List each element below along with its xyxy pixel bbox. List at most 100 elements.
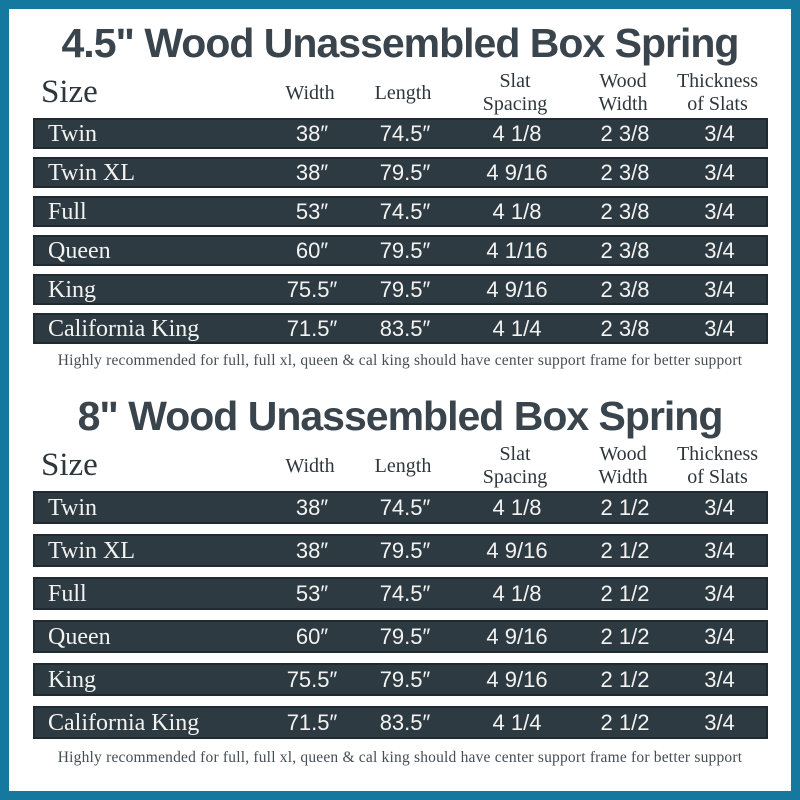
table-row: Twin 38″ 74.5″ 4 1/8 2 1/2 3/4 xyxy=(33,491,768,525)
table-row: Twin XL 38″ 79.5″ 4 9/16 2 3/8 3/4 xyxy=(33,157,768,189)
column-header-size: Size xyxy=(41,447,98,484)
table-row: King 75.5″ 79.5″ 4 9/16 2 1/2 3/4 xyxy=(33,663,768,697)
wood-width-cell: 2 3/8 xyxy=(600,277,650,303)
column-header-slat-spacing: Slat Spacing xyxy=(482,70,548,116)
column-header-slat-spacing: Slat Spacing xyxy=(482,443,548,489)
wood-width-cell: 2 3/8 xyxy=(600,238,650,264)
size-cell: Queen xyxy=(48,624,111,651)
slat-spacing-cell: 4 1/16 xyxy=(486,238,548,264)
column-header-size: Size xyxy=(41,74,98,111)
length-cell: 74.5″ xyxy=(379,495,431,521)
width-cell: 38″ xyxy=(295,121,329,147)
table-row: Twin XL 38″ 79.5″ 4 9/16 2 1/2 3/4 xyxy=(33,534,768,568)
size-cell: Full xyxy=(48,199,87,226)
wood-width-cell: 2 1/2 xyxy=(600,495,650,521)
thickness-cell: 3/4 xyxy=(704,624,735,650)
section-divider-space xyxy=(23,370,777,386)
table-row: King 75.5″ 79.5″ 4 9/16 2 3/8 3/4 xyxy=(33,274,768,306)
width-cell: 38″ xyxy=(295,160,329,186)
thickness-cell: 3/4 xyxy=(704,277,735,303)
table-title: 8" Wood Unassembled Box Spring xyxy=(77,393,724,440)
footnote: Highly recommended for full, full xl, qu… xyxy=(57,352,743,370)
sheet: 4.5" Wood Unassembled Box Spring Size Wi… xyxy=(9,9,791,767)
size-cell: Twin XL xyxy=(48,160,135,187)
table-row: California King 71.5″ 83.5″ 4 1/4 2 1/2 … xyxy=(33,706,768,740)
column-header-width: Width xyxy=(285,81,335,104)
table-row: Queen 60″ 79.5″ 4 1/16 2 3/8 3/4 xyxy=(33,235,768,267)
column-header-row: Size Width Length Slat Spacing Wood Widt… xyxy=(33,68,768,118)
wood-width-cell: 2 3/8 xyxy=(600,316,650,342)
table-body: Twin 38″ 74.5″ 4 1/8 2 1/2 3/4 Twin XL 3… xyxy=(33,491,771,740)
size-cell: Queen xyxy=(48,238,111,265)
size-cell: California King xyxy=(48,710,200,737)
size-cell: Twin xyxy=(48,495,97,522)
thickness-cell: 3/4 xyxy=(704,667,735,693)
length-cell: 74.5″ xyxy=(379,121,431,147)
wood-width-cell: 2 3/8 xyxy=(600,121,650,147)
size-cell: Twin XL xyxy=(48,538,135,565)
length-cell: 74.5″ xyxy=(379,199,431,225)
wood-width-cell: 2 1/2 xyxy=(600,624,650,650)
table-row: Full 53″ 74.5″ 4 1/8 2 3/8 3/4 xyxy=(33,196,768,228)
slat-spacing-cell: 4 9/16 xyxy=(486,160,548,186)
width-cell: 60″ xyxy=(295,238,329,264)
size-cell: Twin xyxy=(48,121,97,148)
thickness-cell: 3/4 xyxy=(704,199,735,225)
length-cell: 79.5″ xyxy=(379,624,431,650)
size-cell: King xyxy=(48,277,96,304)
table-title: 4.5" Wood Unassembled Box Spring xyxy=(61,20,740,66)
wood-width-cell: 2 1/2 xyxy=(600,710,650,736)
column-header-wood-width: Wood Width xyxy=(598,70,648,116)
length-cell: 79.5″ xyxy=(379,538,431,564)
column-header-thickness-of-slats: Thickness of Slats xyxy=(676,70,759,116)
slat-spacing-cell: 4 1/8 xyxy=(492,581,542,607)
spec-section-8-inch: 8" Wood Unassembled Box Spring Size Widt… xyxy=(23,386,777,767)
size-cell: King xyxy=(48,667,96,694)
slat-spacing-cell: 4 1/4 xyxy=(492,710,542,736)
width-cell: 75.5″ xyxy=(286,277,338,303)
width-cell: 38″ xyxy=(295,495,329,521)
length-cell: 74.5″ xyxy=(379,581,431,607)
length-cell: 83.5″ xyxy=(379,316,431,342)
spec-table: Size Width Length Slat Spacing Wood Widt… xyxy=(33,441,771,740)
column-header-wood-width: Wood Width xyxy=(598,443,648,489)
length-cell: 79.5″ xyxy=(379,238,431,264)
length-cell: 79.5″ xyxy=(379,160,431,186)
width-cell: 75.5″ xyxy=(286,667,338,693)
thickness-cell: 3/4 xyxy=(704,238,735,264)
width-cell: 60″ xyxy=(295,624,329,650)
wood-width-cell: 2 1/2 xyxy=(600,538,650,564)
slat-spacing-cell: 4 1/8 xyxy=(492,199,542,225)
spec-section-4-5-inch: 4.5" Wood Unassembled Box Spring Size Wi… xyxy=(23,13,777,370)
table-row: California King 71.5″ 83.5″ 4 1/4 2 3/8 … xyxy=(33,313,768,345)
column-header-thickness-of-slats: Thickness of Slats xyxy=(676,443,759,489)
thickness-cell: 3/4 xyxy=(704,160,735,186)
width-cell: 71.5″ xyxy=(286,710,338,736)
width-cell: 38″ xyxy=(295,538,329,564)
column-header-length: Length xyxy=(374,81,432,104)
slat-spacing-cell: 4 9/16 xyxy=(486,624,548,650)
thickness-cell: 3/4 xyxy=(704,581,735,607)
size-cell: California King xyxy=(48,316,200,343)
wood-width-cell: 2 3/8 xyxy=(600,199,650,225)
wood-width-cell: 2 3/8 xyxy=(600,160,650,186)
width-cell: 53″ xyxy=(295,199,329,225)
slat-spacing-cell: 4 9/16 xyxy=(486,538,548,564)
wood-width-cell: 2 1/2 xyxy=(600,581,650,607)
width-cell: 53″ xyxy=(295,581,329,607)
slat-spacing-cell: 4 9/16 xyxy=(486,277,548,303)
thickness-cell: 3/4 xyxy=(704,121,735,147)
spec-table: Size Width Length Slat Spacing Wood Widt… xyxy=(33,68,771,345)
length-cell: 79.5″ xyxy=(379,667,431,693)
column-header-length: Length xyxy=(374,454,432,477)
slat-spacing-cell: 4 9/16 xyxy=(486,667,548,693)
footnote: Highly recommended for full, full xl, qu… xyxy=(57,749,743,767)
table-body: Twin 38″ 74.5″ 4 1/8 2 3/8 3/4 Twin XL 3… xyxy=(33,118,771,345)
thickness-cell: 3/4 xyxy=(704,495,735,521)
table-row: Queen 60″ 79.5″ 4 9/16 2 1/2 3/4 xyxy=(33,620,768,654)
width-cell: 71.5″ xyxy=(286,316,338,342)
slat-spacing-cell: 4 1/4 xyxy=(492,316,542,342)
slat-spacing-cell: 4 1/8 xyxy=(492,495,542,521)
length-cell: 83.5″ xyxy=(379,710,431,736)
